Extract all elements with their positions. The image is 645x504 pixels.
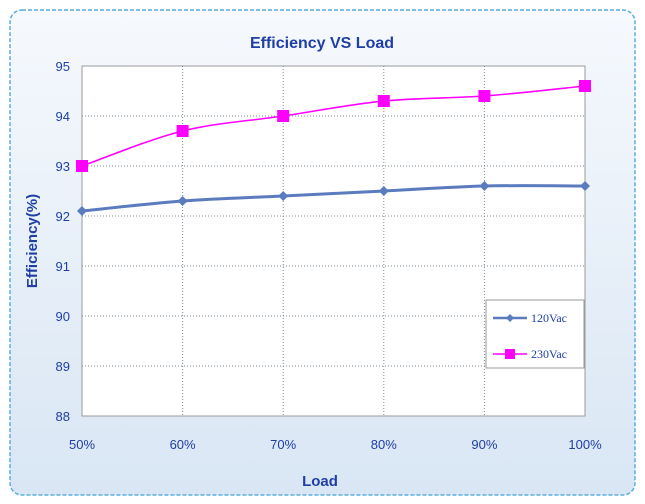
data-point-230Vac bbox=[377, 95, 390, 107]
y-tick-labels: 88 89 90 91 92 93 94 95 bbox=[56, 59, 70, 424]
legend: 120Vac 230Vac bbox=[485, 299, 585, 369]
y-tick-label: 89 bbox=[56, 359, 70, 374]
y-tick-label: 93 bbox=[56, 159, 70, 174]
x-tick-label: 60% bbox=[170, 437, 196, 452]
data-point-230Vac bbox=[76, 160, 88, 172]
series-group bbox=[76, 80, 591, 216]
x-tick-label: 70% bbox=[270, 437, 296, 452]
grid-lines bbox=[82, 66, 585, 416]
series-line-120Vac bbox=[81, 184, 586, 213]
chart-title: Efficiency VS Load bbox=[250, 35, 394, 52]
x-axis-label: Load bbox=[302, 473, 338, 490]
data-point-230Vac bbox=[478, 90, 491, 102]
data-point-120Vac bbox=[580, 181, 590, 191]
y-tick-label: 94 bbox=[56, 109, 70, 124]
legend-label-120Vac: 120Vac bbox=[531, 311, 567, 325]
x-tick-label: 80% bbox=[371, 437, 397, 452]
y-tick-label: 92 bbox=[56, 209, 70, 224]
x-tick-label: 90% bbox=[471, 437, 497, 452]
data-point-120Vac bbox=[278, 191, 289, 201]
legend-box bbox=[485, 299, 585, 369]
data-point-230Vac bbox=[277, 110, 290, 122]
y-tick-label: 90 bbox=[56, 309, 70, 324]
data-point-120Vac bbox=[378, 186, 389, 196]
data-point-120Vac bbox=[479, 181, 490, 191]
y-tick-label: 91 bbox=[56, 259, 70, 274]
y-tick-label: 88 bbox=[56, 409, 70, 424]
x-tick-label: 50% bbox=[69, 437, 95, 452]
legend-marker-230Vac bbox=[505, 349, 515, 359]
data-point-120Vac bbox=[77, 206, 87, 216]
x-tick-labels: 50% 60% 70% 80% 90% 100% bbox=[69, 437, 602, 452]
x-tick-label: 100% bbox=[568, 437, 602, 452]
data-point-120Vac bbox=[177, 196, 188, 206]
data-point-230Vac bbox=[176, 125, 189, 137]
legend-label-230Vac: 230Vac bbox=[531, 347, 567, 361]
data-point-230Vac bbox=[579, 80, 591, 92]
y-tick-label: 95 bbox=[56, 59, 70, 74]
legend-marker-120Vac bbox=[506, 314, 514, 322]
series-line-230Vac bbox=[81, 85, 586, 167]
y-axis-label: Efficiency(%) bbox=[24, 194, 41, 288]
